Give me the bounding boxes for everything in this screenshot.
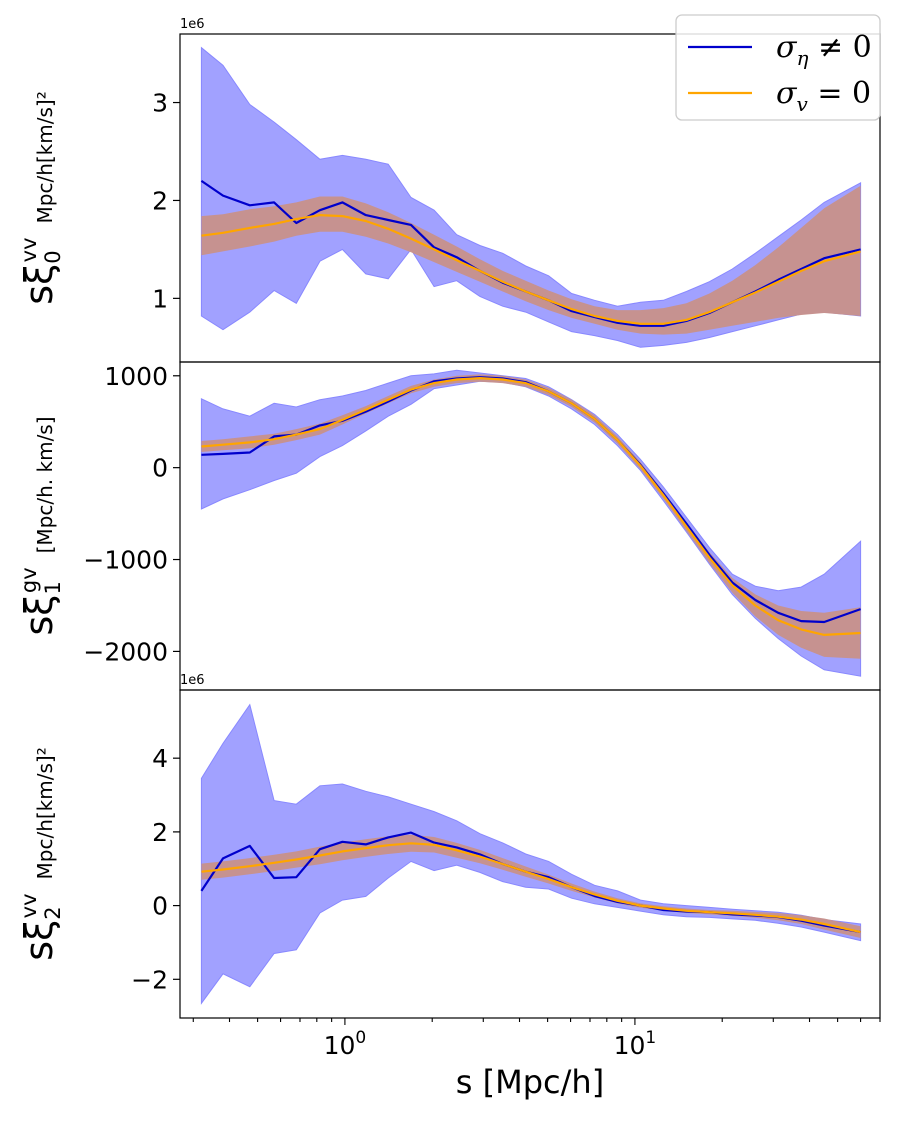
y-label-subscript: 0 xyxy=(41,250,65,263)
x-tick-base: 10 xyxy=(324,1031,356,1060)
y-label-units: Mpc/h[km/s]² xyxy=(33,91,57,223)
y-tick-label: 2 xyxy=(152,818,168,847)
y-label-units: [Mpc/h. km/s] xyxy=(33,416,57,553)
y-label-units: Mpc/h[km/s]² xyxy=(33,747,57,879)
panel-0: 1 2 3 1e6 sξ0vv Mpc/h[km/s]² xyxy=(17,17,881,363)
legend-condition: = 0 xyxy=(808,76,871,111)
plot-area xyxy=(200,703,862,1005)
y-tick-label: −2 xyxy=(131,965,168,994)
y-label-subscript: 2 xyxy=(41,906,65,919)
y-tick-label: 3 xyxy=(152,89,168,118)
y-label-main: sξ xyxy=(17,264,61,305)
y-tick-label: 4 xyxy=(152,744,168,773)
y-label-superscript: gv xyxy=(17,567,41,593)
plot-area xyxy=(200,369,862,677)
error-band-sigma-eta xyxy=(200,369,862,677)
y-tick-label: −2000 xyxy=(83,637,168,666)
legend-subscript: η xyxy=(796,46,808,70)
y-label-superscript: vv xyxy=(17,893,41,918)
y-tick-label: 0 xyxy=(152,892,168,921)
legend-symbol: σ xyxy=(776,76,798,111)
y-tick-label: 1 xyxy=(152,284,168,313)
axes-frame xyxy=(179,689,881,1019)
series-line-sigma-v xyxy=(201,377,861,636)
x-axis-label: s [Mpc/h] xyxy=(456,1063,604,1101)
series-line-sigma-v xyxy=(201,214,861,325)
x-tick-label: 100 xyxy=(324,1028,367,1060)
legend-subscript: v xyxy=(796,92,808,116)
legend-symbol: σ xyxy=(776,30,798,65)
legend: ση ≠ 0σv = 0 xyxy=(675,14,881,121)
y-tick-label: 0 xyxy=(152,454,168,483)
offset-exponent: 1e6 xyxy=(180,673,205,688)
series-line-sigma-v xyxy=(201,842,861,934)
y-tick-label: −1000 xyxy=(83,546,168,575)
y-axis-label: sξ0vv Mpc/h[km/s]² xyxy=(17,91,65,304)
panel-1: −2000 −1000 0 1000 sξ1gv [Mpc/h. km/s] xyxy=(17,361,881,691)
y-label-main: sξ xyxy=(17,595,61,636)
error-band-sigma-v xyxy=(201,374,861,659)
legend-entry: σv = 0 xyxy=(776,76,871,116)
x-tick-exponent: 1 xyxy=(645,1028,656,1048)
legend-entry: ση ≠ 0 xyxy=(776,30,872,70)
y-label-subscript: 1 xyxy=(41,581,65,594)
plot-area xyxy=(200,46,862,348)
y-tick-label: 1000 xyxy=(104,362,168,391)
x-tick-label: 101 xyxy=(614,1028,657,1060)
y-label-superscript: vv xyxy=(17,237,41,262)
x-tick-base: 10 xyxy=(614,1031,646,1060)
legend-condition: ≠ 0 xyxy=(808,30,871,65)
y-label-main: sξ xyxy=(17,920,61,961)
y-tick-label: 2 xyxy=(152,186,168,215)
error-band-sigma-v xyxy=(201,185,861,335)
offset-exponent: 1e6 xyxy=(180,17,205,32)
y-axis-label: sξ1gv [Mpc/h. km/s] xyxy=(17,416,65,635)
y-axis-label: sξ2vv Mpc/h[km/s]² xyxy=(17,747,65,960)
x-tick-exponent: 0 xyxy=(355,1028,366,1048)
